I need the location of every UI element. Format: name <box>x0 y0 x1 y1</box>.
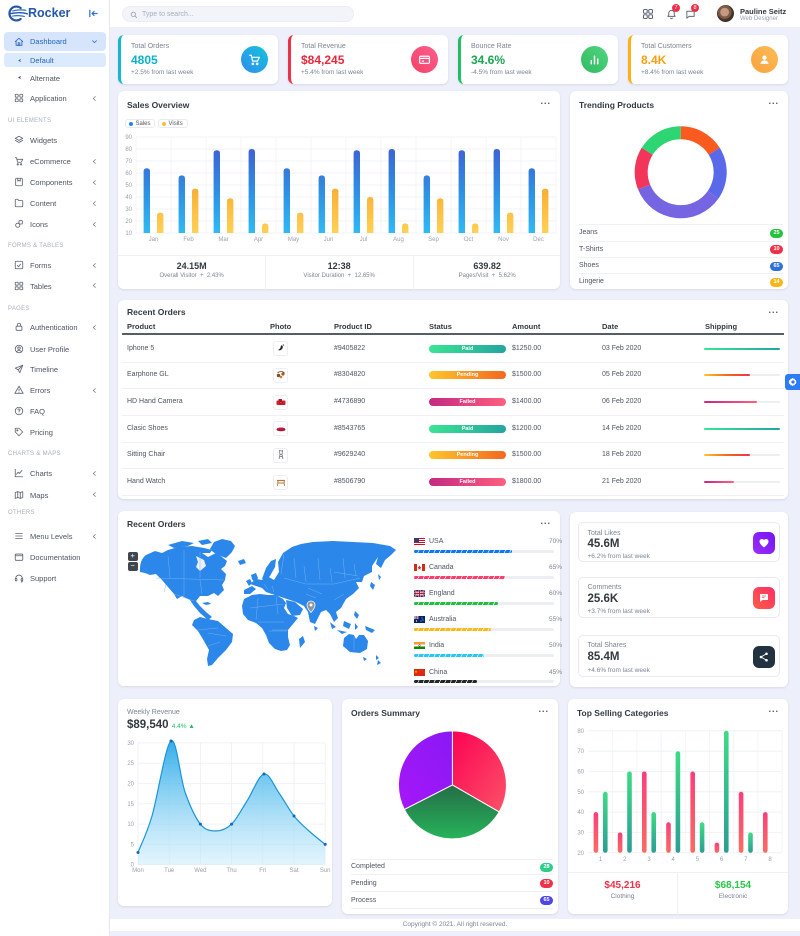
svg-text:Fri: Fri <box>259 868 266 874</box>
svg-text:20: 20 <box>127 782 134 788</box>
svg-text:70: 70 <box>577 749 584 755</box>
svg-text:90: 90 <box>125 135 132 141</box>
svg-text:60: 60 <box>577 770 584 776</box>
svg-text:Jun: Jun <box>324 237 334 243</box>
svg-text:Sat: Sat <box>289 868 298 874</box>
svg-text:20: 20 <box>577 851 584 857</box>
svg-text:Oct: Oct <box>464 237 474 243</box>
svg-text:10: 10 <box>125 231 132 237</box>
svg-text:Aug: Aug <box>393 237 404 243</box>
svg-text:5: 5 <box>131 842 135 848</box>
svg-text:50: 50 <box>577 790 584 796</box>
svg-text:8: 8 <box>768 857 772 863</box>
svg-text:50: 50 <box>125 183 132 189</box>
svg-text:30: 30 <box>125 207 132 213</box>
svg-text:Apr: Apr <box>254 237 263 243</box>
svg-text:Tue: Tue <box>164 868 175 874</box>
svg-text:Dec: Dec <box>533 237 544 243</box>
svg-text:Wed: Wed <box>194 868 206 874</box>
svg-text:Jul: Jul <box>360 237 368 243</box>
svg-text:70: 70 <box>125 159 132 165</box>
svg-text:15: 15 <box>127 802 134 808</box>
svg-text:2: 2 <box>623 857 627 863</box>
svg-text:20: 20 <box>125 219 132 225</box>
svg-text:3: 3 <box>647 857 651 863</box>
svg-text:40: 40 <box>577 810 584 816</box>
svg-text:Sun: Sun <box>320 868 331 874</box>
svg-text:30: 30 <box>577 831 584 837</box>
svg-text:0: 0 <box>131 863 135 869</box>
svg-text:25: 25 <box>127 761 134 767</box>
svg-text:40: 40 <box>125 195 132 201</box>
svg-text:5: 5 <box>696 857 700 863</box>
svg-text:Nov: Nov <box>498 237 509 243</box>
svg-text:Jan: Jan <box>149 237 159 243</box>
svg-text:Mon: Mon <box>132 868 144 874</box>
svg-text:Feb: Feb <box>183 237 194 243</box>
svg-text:4: 4 <box>672 857 676 863</box>
svg-text:80: 80 <box>125 147 132 153</box>
svg-text:30: 30 <box>127 741 134 747</box>
svg-text:May: May <box>288 237 299 243</box>
svg-text:Mar: Mar <box>218 237 228 243</box>
svg-text:Sep: Sep <box>428 237 439 243</box>
svg-text:1: 1 <box>599 857 603 863</box>
svg-text:7: 7 <box>744 857 748 863</box>
svg-text:Thu: Thu <box>226 868 236 874</box>
svg-text:80: 80 <box>577 729 584 735</box>
svg-text:60: 60 <box>125 171 132 177</box>
svg-text:10: 10 <box>127 822 134 828</box>
svg-text:6: 6 <box>720 857 724 863</box>
